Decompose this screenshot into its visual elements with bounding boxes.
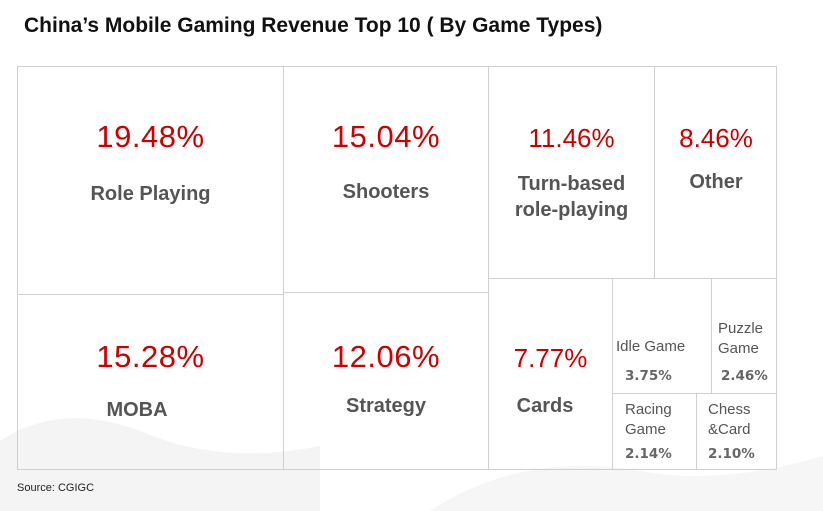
treemap-cell-other: 8.46% Other — [654, 66, 777, 278]
chart-title: China’s Mobile Gaming Revenue Top 10 ( B… — [24, 14, 603, 37]
value-label-idle-game: 3.75% — [625, 368, 672, 384]
category-label-idle-game: Idle Game — [616, 338, 686, 355]
category-label-racing-game: Racing Game — [625, 401, 672, 438]
value-label-racing-game: 2.14% — [625, 446, 672, 462]
category-label-chess-card: Chess &Card — [708, 401, 751, 438]
treemap-cell-moba: 15.28% MOBA — [17, 294, 283, 470]
treemap-chart: 19.48% Role Playing 15.28% MOBA 15.04% S… — [17, 66, 777, 470]
category-label-other: Other — [689, 171, 743, 193]
value-label-strategy: 12.06% — [331, 339, 441, 374]
value-label-turn-based-role-playing: 11.46% — [528, 123, 615, 153]
value-label-other: 8.46% — [679, 123, 753, 153]
treemap-cell-cards: 7.77% Cards — [488, 278, 612, 470]
category-label-moba: MOBA — [106, 399, 168, 421]
value-label-moba: 15.28% — [96, 339, 205, 374]
treemap-cell-strategy: 12.06% Strategy — [283, 292, 488, 470]
value-label-cards: 7.77% — [513, 343, 588, 373]
treemap-cell-turn-based-role-playing: 11.46% Turn-based role-playing — [488, 66, 654, 278]
treemap-cell-shooters: 15.04% Shooters — [283, 66, 488, 292]
category-label-cards: Cards — [516, 395, 574, 417]
category-label-role-playing: Role Playing — [90, 183, 211, 205]
category-label-strategy: Strategy — [345, 395, 427, 417]
treemap-cell-chess-card: Chess &Card 2.10% — [696, 393, 777, 470]
treemap-cell-racing-game: Racing Game 2.14% — [612, 393, 696, 470]
treemap-cell-role-playing: 19.48% Role Playing — [17, 66, 283, 294]
category-label-turn-based-role-playing: Turn-based role-playing — [514, 173, 629, 221]
value-label-shooters: 15.04% — [331, 119, 441, 154]
treemap-cell-idle-game: Idle Game 3.75% — [612, 278, 711, 393]
treemap-cell-puzzle-game: Puzzle Game 2.46% — [711, 278, 777, 393]
source-note: Source: CGIGC — [17, 482, 95, 494]
value-label-puzzle-game: 2.46% — [721, 368, 768, 384]
value-label-chess-card: 2.10% — [708, 446, 755, 462]
value-label-role-playing: 19.48% — [96, 119, 205, 154]
category-label-puzzle-game: Puzzle Game — [718, 320, 764, 357]
category-label-shooters: Shooters — [342, 181, 430, 203]
